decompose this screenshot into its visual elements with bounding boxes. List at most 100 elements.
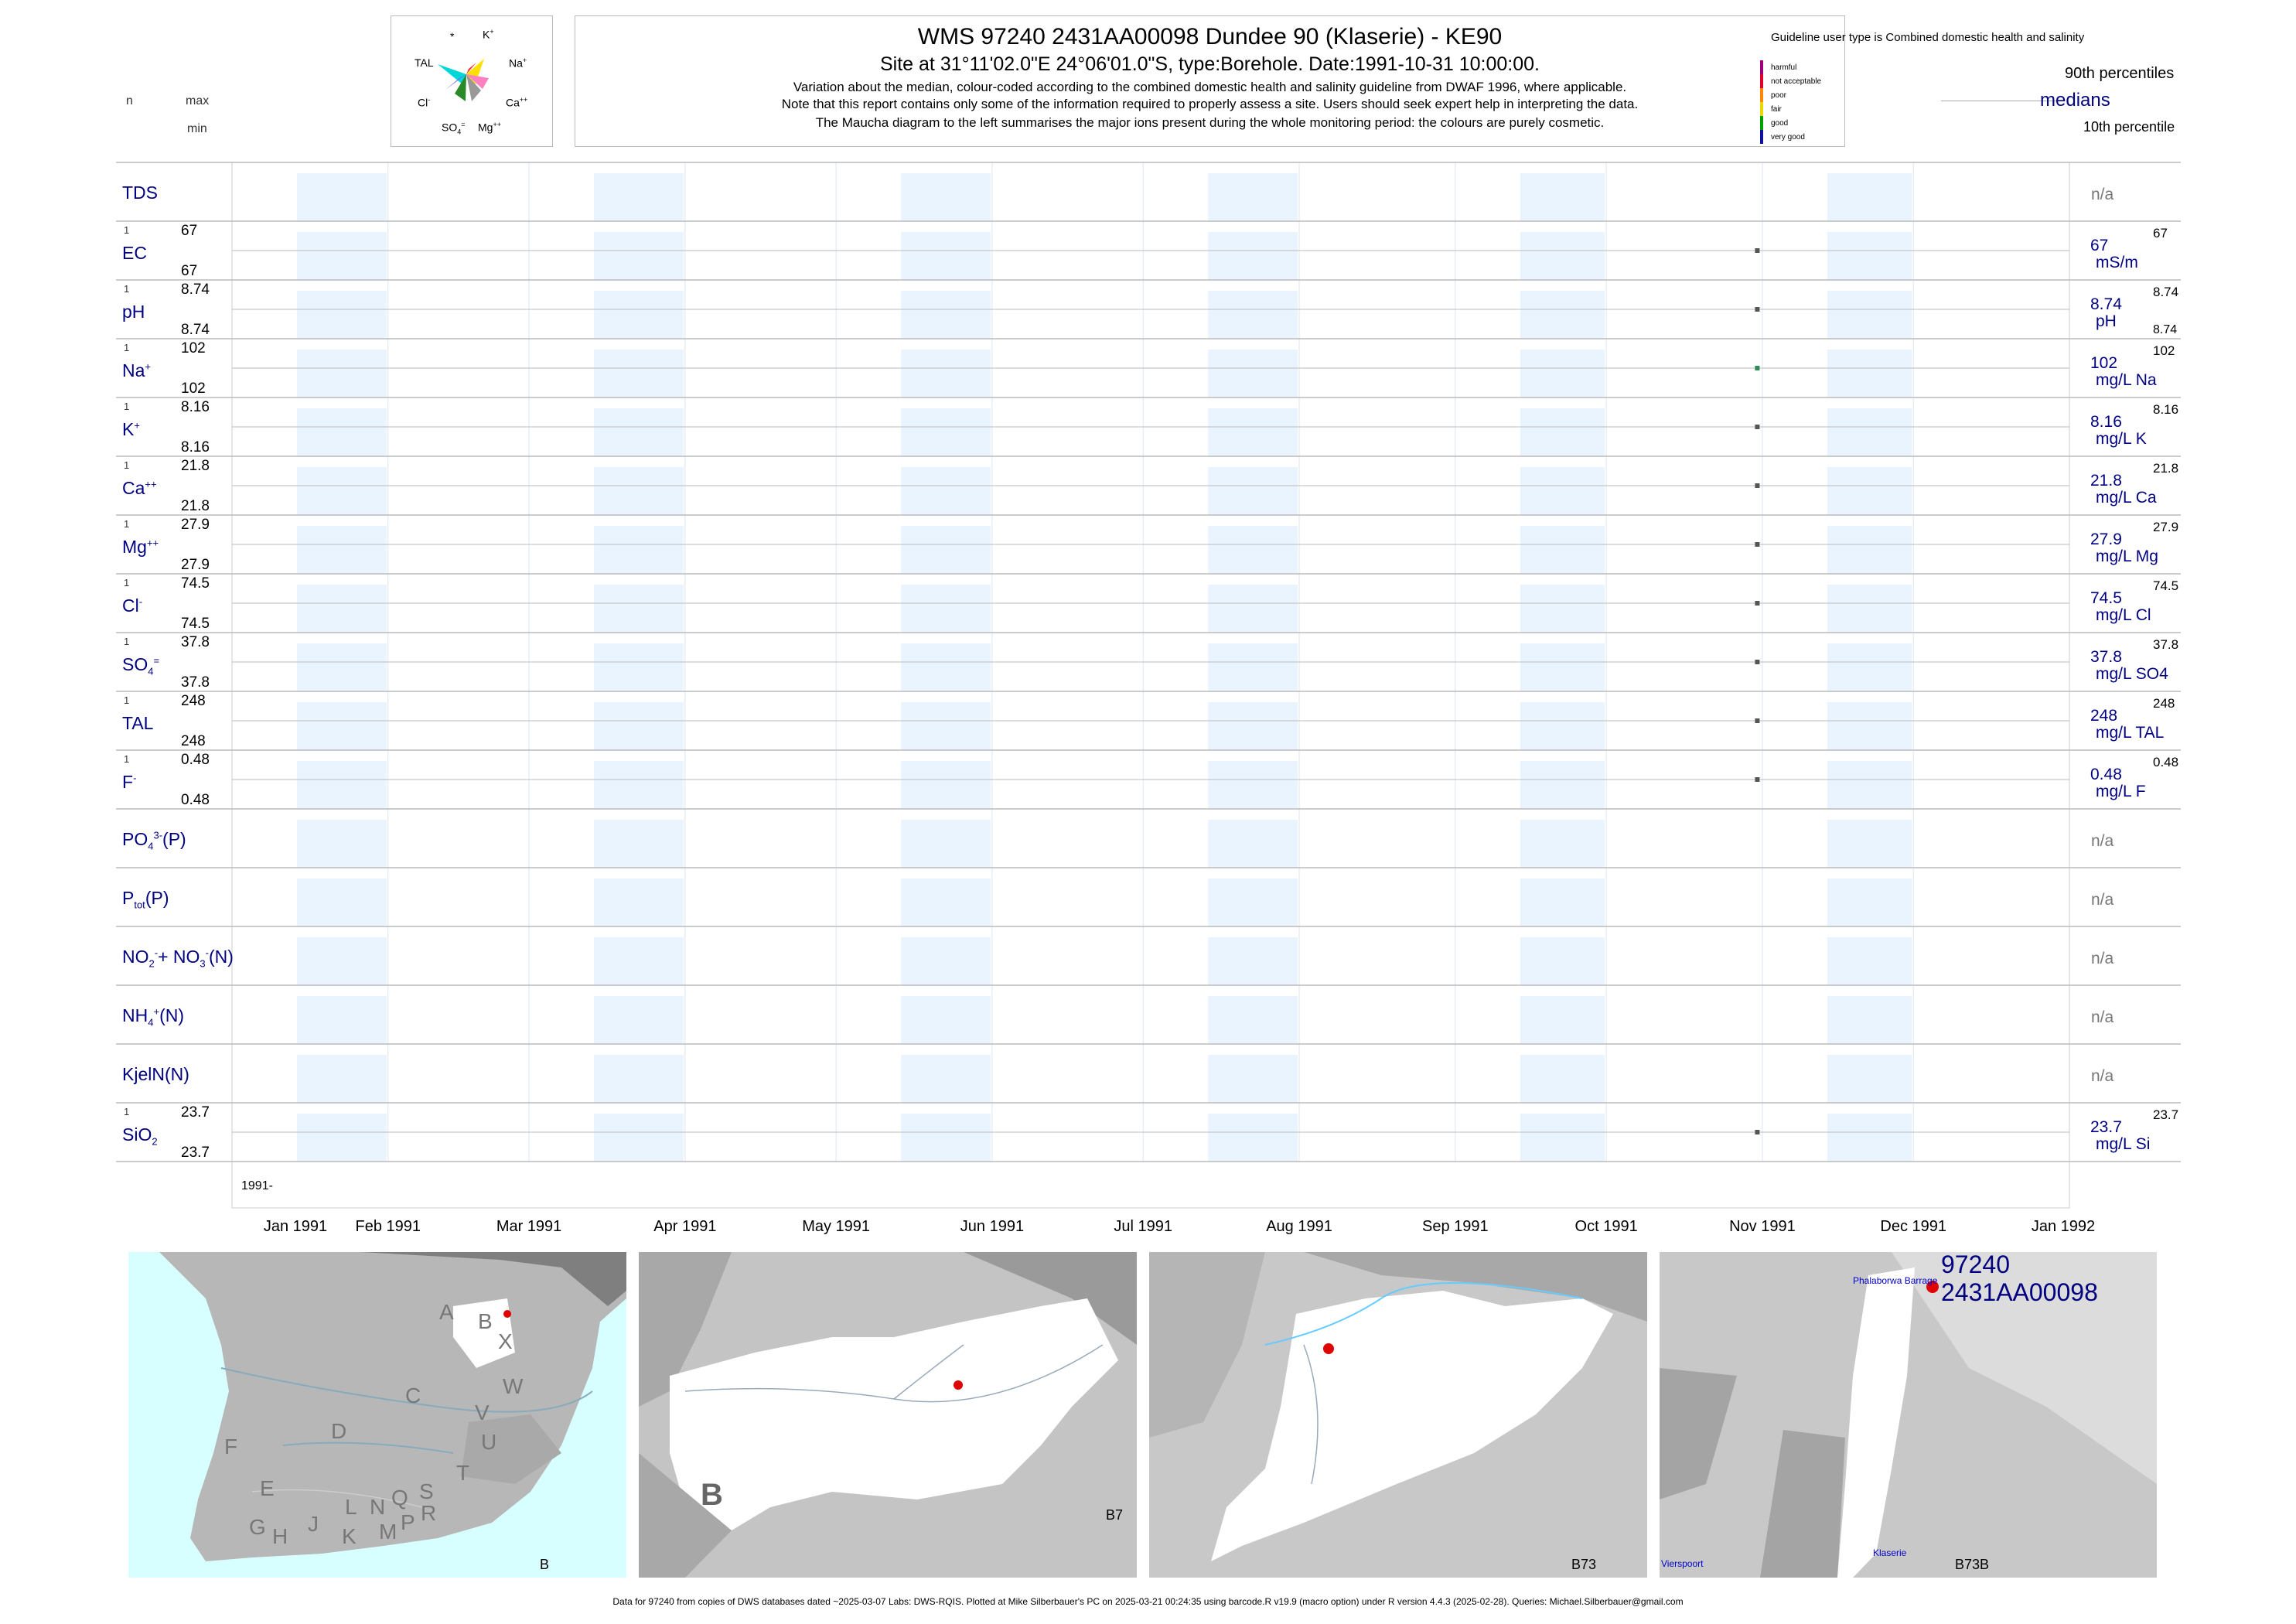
median-value-so4: 37.8 — [2090, 648, 2122, 666]
data-point-ca — [1755, 483, 1760, 488]
param-label-tds: TDS — [122, 183, 158, 203]
min-so4: 37.8 — [181, 674, 210, 691]
month-band — [1827, 643, 1912, 691]
map1-letter-x: X — [498, 1329, 513, 1353]
p90-ec: 67 — [2153, 226, 2168, 241]
month-band — [901, 761, 991, 809]
month-band — [1208, 702, 1298, 750]
count-so4: 1 — [124, 636, 130, 647]
max-tal: 248 — [181, 693, 206, 709]
value-no: n/a — [2091, 950, 2114, 967]
maucha-ca-text: Ca — [506, 96, 520, 109]
count-cl: 1 — [124, 577, 130, 589]
count-na: 1 — [124, 342, 130, 353]
month-band — [1827, 350, 1912, 397]
min-mg: 27.9 — [181, 557, 210, 573]
map-b73b-graphic — [1660, 1252, 2157, 1578]
unit-na: mg/L Na — [2096, 371, 2157, 389]
data-point-f — [1755, 777, 1760, 782]
month-band — [901, 585, 991, 633]
max-cl: 74.5 — [181, 575, 210, 592]
min-na: 102 — [181, 380, 206, 397]
note-line-2: Note that this report contains only some… — [781, 97, 1639, 111]
map2-big-letter: B — [701, 1478, 723, 1512]
month-band — [1208, 173, 1298, 221]
min-cl: 74.5 — [181, 616, 210, 632]
month-band — [901, 467, 991, 515]
month-band — [1520, 761, 1605, 809]
month-band — [1827, 291, 1912, 339]
month-band — [297, 643, 387, 691]
param-label-so4: SO4= — [122, 654, 160, 677]
x-tick-label: Jan 1991 — [264, 1218, 327, 1235]
month-band — [594, 408, 684, 456]
month-band — [901, 350, 991, 397]
month-band — [1827, 820, 1912, 868]
maucha-so4-text: SO — [442, 121, 458, 134]
min-sio2: 23.7 — [181, 1145, 210, 1161]
month-band — [1208, 996, 1298, 1044]
max-sio2: 23.7 — [181, 1104, 210, 1121]
unit-so4: mg/L SO4 — [2096, 665, 2168, 683]
map1-letter-h: H — [272, 1524, 288, 1548]
month-band — [1520, 702, 1605, 750]
month-band — [901, 1114, 991, 1162]
data-point-mg — [1755, 542, 1760, 547]
x-tick-label: Dec 1991 — [1880, 1218, 1946, 1235]
median-value-mg: 27.9 — [2090, 531, 2122, 548]
month-band — [594, 702, 684, 750]
unit-sio2: mg/L Si — [2096, 1135, 2151, 1153]
x-year-label: 1991- — [241, 1179, 273, 1192]
median-value-ec: 67 — [2090, 237, 2109, 254]
month-band — [1208, 643, 1298, 691]
month-band — [1208, 526, 1298, 574]
count-tal: 1 — [124, 694, 130, 706]
map1-caption: B — [540, 1557, 550, 1572]
month-band — [594, 820, 684, 868]
map1-letter-u: U — [481, 1430, 497, 1454]
data-point-na — [1755, 366, 1760, 370]
data-point-tal — [1755, 718, 1760, 723]
unit-ec: mS/m — [2096, 254, 2138, 271]
count-ca: 1 — [124, 459, 130, 471]
month-band — [1520, 879, 1605, 926]
map1-letter-r: R — [421, 1501, 437, 1525]
min-k: 8.16 — [181, 439, 210, 455]
month-band — [1827, 173, 1912, 221]
month-band — [594, 173, 684, 221]
month-band — [901, 173, 991, 221]
month-band — [594, 526, 684, 574]
map4-caption: B73B — [1955, 1557, 1990, 1572]
month-band — [901, 408, 991, 456]
legend-not-acceptable: not acceptable — [1771, 77, 1822, 86]
month-band — [1208, 408, 1298, 456]
month-band — [901, 1055, 991, 1103]
month-band — [1520, 467, 1605, 515]
median-value-tal: 248 — [2090, 707, 2118, 725]
max-ph: 8.74 — [181, 281, 210, 298]
month-band — [297, 937, 387, 985]
maucha-na: Na+ — [509, 56, 527, 70]
month-band — [901, 526, 991, 574]
legend-good: good — [1771, 119, 1789, 128]
month-band — [1520, 350, 1605, 397]
month-band — [1827, 761, 1912, 809]
maucha-mg-text: Mg — [478, 121, 493, 134]
month-band — [1520, 526, 1605, 574]
month-band — [297, 408, 387, 456]
median-value-cl: 74.5 — [2090, 589, 2122, 607]
min-ec: 67 — [181, 263, 198, 279]
p90-mg: 27.9 — [2153, 520, 2179, 534]
map4-place-vierspoort: Vierspoort — [1661, 1558, 1704, 1569]
data-point-ph — [1755, 307, 1760, 312]
month-band — [594, 291, 684, 339]
month-band — [594, 1055, 684, 1103]
param-label-kjel: KjelN(N) — [122, 1064, 189, 1084]
param-label-cl: Cl- — [122, 595, 143, 616]
count-k: 1 — [124, 401, 130, 412]
map1-letter-q: Q — [391, 1486, 408, 1510]
month-band — [1208, 879, 1298, 926]
map-b7-graphic — [639, 1252, 1137, 1578]
median-value-ca: 21.8 — [2090, 472, 2122, 490]
value-tds: n/a — [2091, 186, 2114, 203]
